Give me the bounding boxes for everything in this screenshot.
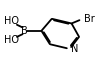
- Text: HO: HO: [4, 16, 19, 26]
- Text: Br: Br: [84, 14, 95, 24]
- Text: N: N: [71, 44, 78, 54]
- Text: HO: HO: [4, 35, 19, 45]
- Text: B: B: [21, 26, 28, 36]
